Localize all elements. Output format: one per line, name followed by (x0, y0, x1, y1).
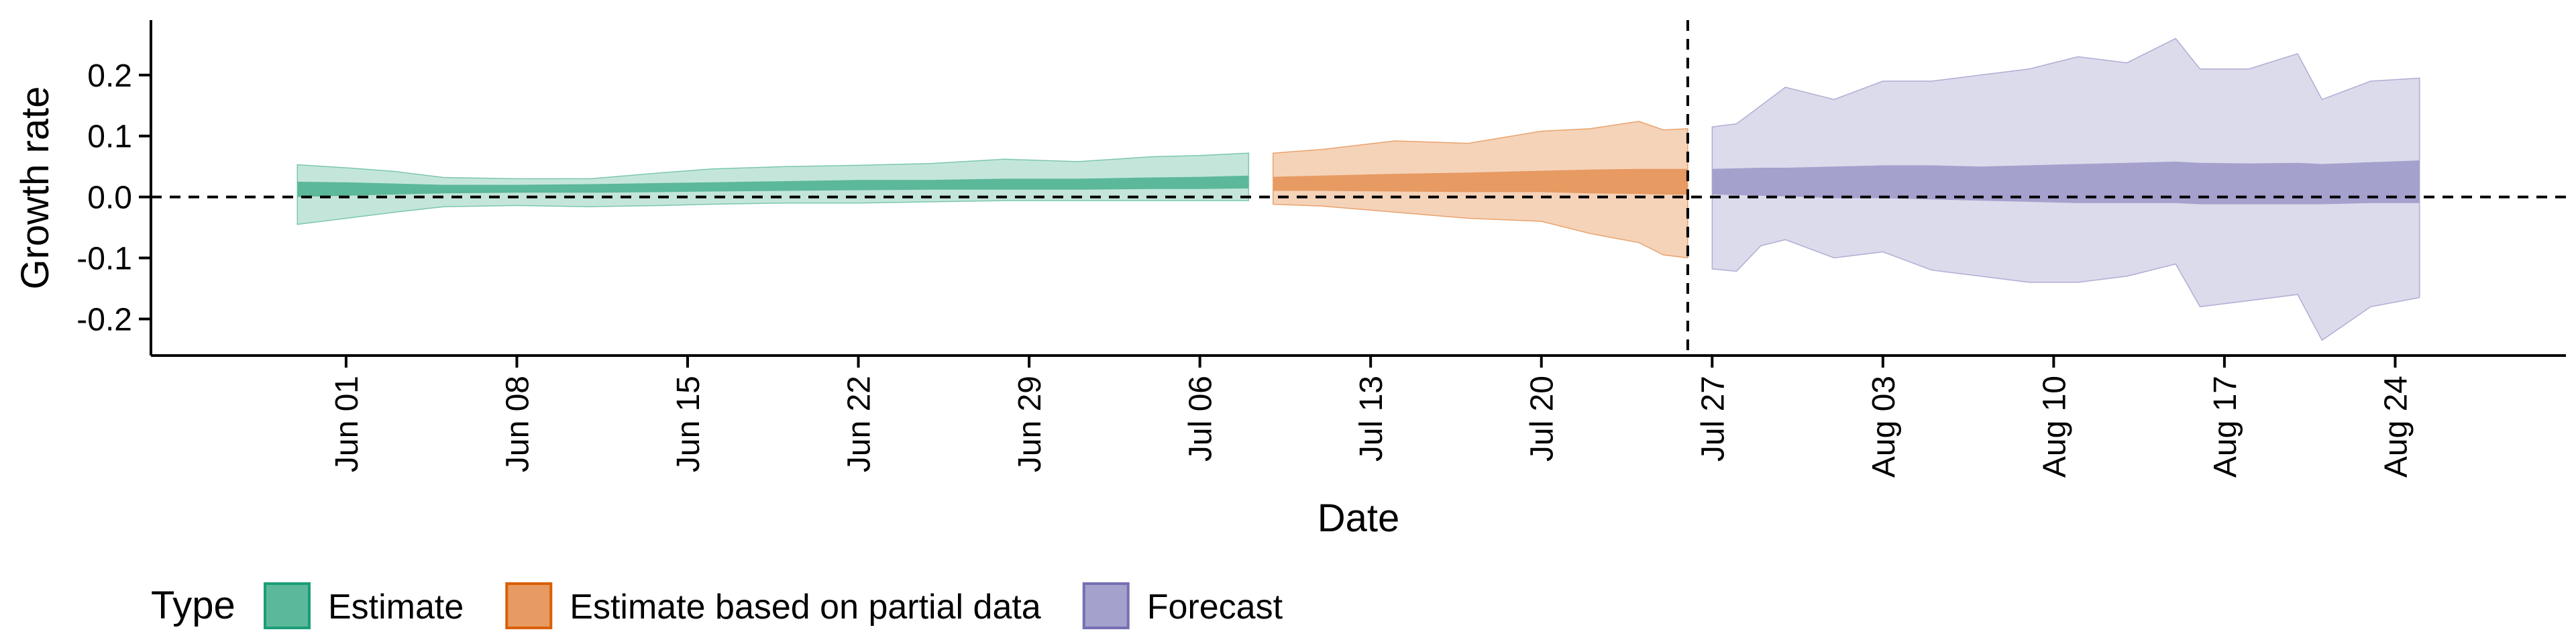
legend-title: Type (151, 584, 235, 627)
x-tick-label: Jul 20 (1525, 376, 1560, 462)
legend-label: Forecast (1147, 588, 1283, 627)
series-2 (1711, 38, 2420, 341)
y-tick-label: 0.2 (87, 58, 132, 94)
x-tick-label: Aug 17 (2208, 376, 2243, 478)
series-0-band-50 (297, 175, 1249, 197)
legend-label: Estimate based on partial data (570, 588, 1041, 627)
x-tick-label: Jun 01 (329, 376, 365, 472)
x-tick-label: Jul 06 (1183, 376, 1219, 462)
y-tick-label: 0.0 (87, 180, 132, 216)
axes: Jun 01 Jun 08 Jun 15 Jun 22 Jun 29 Jul 06 Jul … (76, 20, 2566, 478)
series-0 (297, 152, 1250, 225)
x-tick-label: Aug 24 (2378, 376, 2414, 478)
y-ticks: -0.2 -0.1 0.0 0.1 0.2 (76, 58, 151, 337)
y-tick-label: -0.2 (76, 302, 132, 337)
series-bands (297, 38, 2420, 341)
x-tick-label: Jun 29 (1012, 376, 1048, 472)
y-axis-title: Growth rate (13, 87, 57, 290)
y-tick-label: -0.1 (76, 241, 132, 277)
x-tick-label: Aug 10 (2037, 376, 2072, 478)
series-2-band-50 (1712, 160, 2420, 205)
series-1 (1272, 121, 1688, 259)
x-tick-label: Jun 22 (842, 376, 877, 472)
legend-swatch (264, 582, 311, 629)
legend: Type Estimate Estimate based on partial d… (151, 582, 1283, 629)
x-tick-label: Jul 27 (1695, 376, 1731, 462)
y-tick-label: 0.1 (87, 119, 132, 155)
series-1-band-50 (1273, 168, 1688, 195)
legend-swatch (1082, 582, 1130, 629)
legend-swatch (505, 582, 553, 629)
x-axis-title: Date (1318, 496, 1400, 540)
x-tick-label: Jun 15 (671, 376, 706, 472)
x-tick-label: Aug 03 (1866, 376, 1902, 478)
x-ticks: Jun 01 Jun 08 Jun 15 Jun 22 Jun 29 Jul 06 Jul … (329, 356, 2414, 478)
x-tick-label: Jul 13 (1354, 376, 1389, 462)
x-tick-label: Jun 08 (500, 376, 535, 472)
legend-label: Estimate (328, 588, 464, 627)
reference-lines (151, 20, 2566, 356)
